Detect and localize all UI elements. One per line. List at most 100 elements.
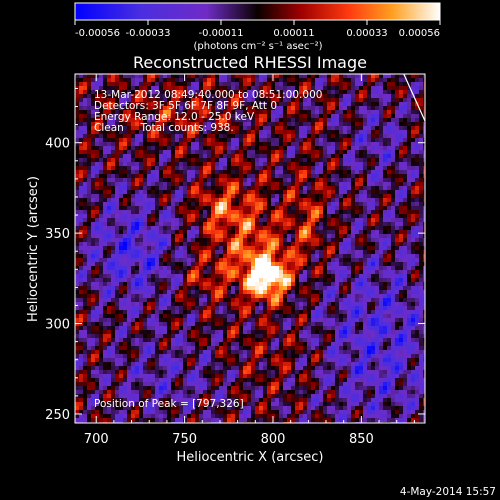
heatmap-cell	[167, 158, 171, 162]
heatmap-cell	[339, 102, 343, 106]
heatmap-cell	[411, 258, 415, 262]
heatmap-cell	[327, 274, 331, 278]
heatmap-cell	[263, 214, 267, 218]
heatmap-cell	[411, 290, 415, 294]
heatmap-cell	[171, 178, 175, 182]
heatmap-cell	[251, 282, 255, 286]
heatmap-cell	[411, 110, 415, 114]
heatmap-cell	[199, 206, 203, 210]
heatmap-cell	[415, 154, 419, 158]
heatmap-cell	[339, 166, 343, 170]
heatmap-cell	[299, 254, 303, 258]
heatmap-cell	[359, 82, 363, 86]
heatmap-cell	[91, 138, 95, 142]
heatmap-cell	[327, 150, 331, 154]
heatmap-cell	[283, 274, 287, 278]
heatmap-cell	[79, 298, 83, 302]
heatmap-cell	[279, 94, 283, 98]
heatmap-cell	[243, 278, 247, 282]
heatmap-cell	[219, 182, 223, 186]
heatmap-cell	[175, 250, 179, 254]
heatmap-cell	[139, 294, 143, 298]
heatmap-cell	[223, 190, 227, 194]
heatmap-cell	[403, 78, 407, 82]
heatmap-cell	[167, 130, 171, 134]
heatmap-cell	[199, 266, 203, 270]
heatmap-cell	[199, 114, 203, 118]
heatmap-cell	[171, 182, 175, 186]
heatmap-cell	[103, 226, 107, 230]
heatmap-cell	[323, 226, 327, 230]
heatmap-cell	[243, 274, 247, 278]
heatmap-cell	[367, 154, 371, 158]
heatmap-cell	[127, 74, 131, 78]
heatmap-cell	[219, 142, 223, 146]
heatmap-cell	[215, 94, 219, 98]
heatmap-cell	[267, 282, 271, 286]
heatmap-cell	[267, 286, 271, 290]
heatmap-cell	[187, 278, 191, 282]
heatmap-cell	[235, 286, 239, 290]
heatmap-cell	[199, 122, 203, 126]
heatmap-cell	[379, 254, 383, 258]
heatmap-cell	[359, 222, 363, 226]
heatmap-cell	[415, 238, 419, 242]
heatmap-cell	[399, 270, 403, 274]
heatmap-cell	[203, 254, 207, 258]
heatmap-cell	[171, 82, 175, 86]
heatmap-cell	[331, 98, 335, 102]
heatmap-cell	[259, 290, 263, 294]
heatmap-cell	[211, 118, 215, 122]
heatmap-cell	[299, 266, 303, 270]
heatmap-cell	[183, 154, 187, 158]
heatmap-cell	[255, 134, 259, 138]
heatmap-cell	[267, 254, 271, 258]
heatmap-cell	[163, 282, 167, 286]
heatmap-cell	[379, 74, 383, 78]
heatmap-cell	[115, 282, 119, 286]
heatmap-cell	[275, 78, 279, 82]
heatmap-cell	[171, 194, 175, 198]
heatmap-cell	[75, 234, 79, 238]
heatmap-cell	[395, 138, 399, 142]
heatmap-cell	[75, 90, 79, 94]
heatmap-cell	[195, 134, 199, 138]
heatmap-cell	[179, 130, 183, 134]
heatmap-cell	[295, 78, 299, 82]
heatmap-cell	[95, 182, 99, 186]
heatmap-cell	[231, 298, 235, 302]
heatmap-cell	[219, 118, 223, 122]
heatmap-cell	[75, 238, 79, 242]
heatmap-cell	[235, 214, 239, 218]
heatmap-cell	[99, 258, 103, 262]
heatmap-cell	[163, 286, 167, 290]
heatmap-cell	[115, 170, 119, 174]
heatmap-cell	[355, 90, 359, 94]
heatmap-cell	[367, 278, 371, 282]
heatmap-cell	[255, 130, 259, 134]
heatmap-cell	[423, 230, 425, 234]
heatmap-cell	[91, 266, 95, 270]
heatmap-cell	[139, 290, 143, 294]
heatmap-cell	[335, 258, 339, 262]
heatmap-cell	[351, 246, 355, 250]
heatmap-cell	[275, 206, 279, 210]
heatmap-cell	[235, 110, 239, 114]
heatmap-cell	[295, 278, 299, 282]
heatmap-cell	[147, 230, 151, 234]
heatmap-cell	[127, 194, 131, 198]
heatmap-cell	[299, 242, 303, 246]
heatmap-cell	[251, 222, 255, 226]
heatmap-cell	[83, 202, 87, 206]
heatmap-cell	[275, 106, 279, 110]
heatmap-cell	[183, 242, 187, 246]
heatmap-cell	[375, 194, 379, 198]
heatmap-cell	[187, 142, 191, 146]
heatmap-cell	[155, 122, 159, 126]
heatmap-cell	[155, 174, 159, 178]
heatmap-cell	[279, 154, 283, 158]
heatmap-cell	[371, 214, 375, 218]
heatmap-cell	[167, 282, 171, 286]
heatmap-cell	[363, 234, 367, 238]
heatmap-cell	[99, 118, 103, 122]
